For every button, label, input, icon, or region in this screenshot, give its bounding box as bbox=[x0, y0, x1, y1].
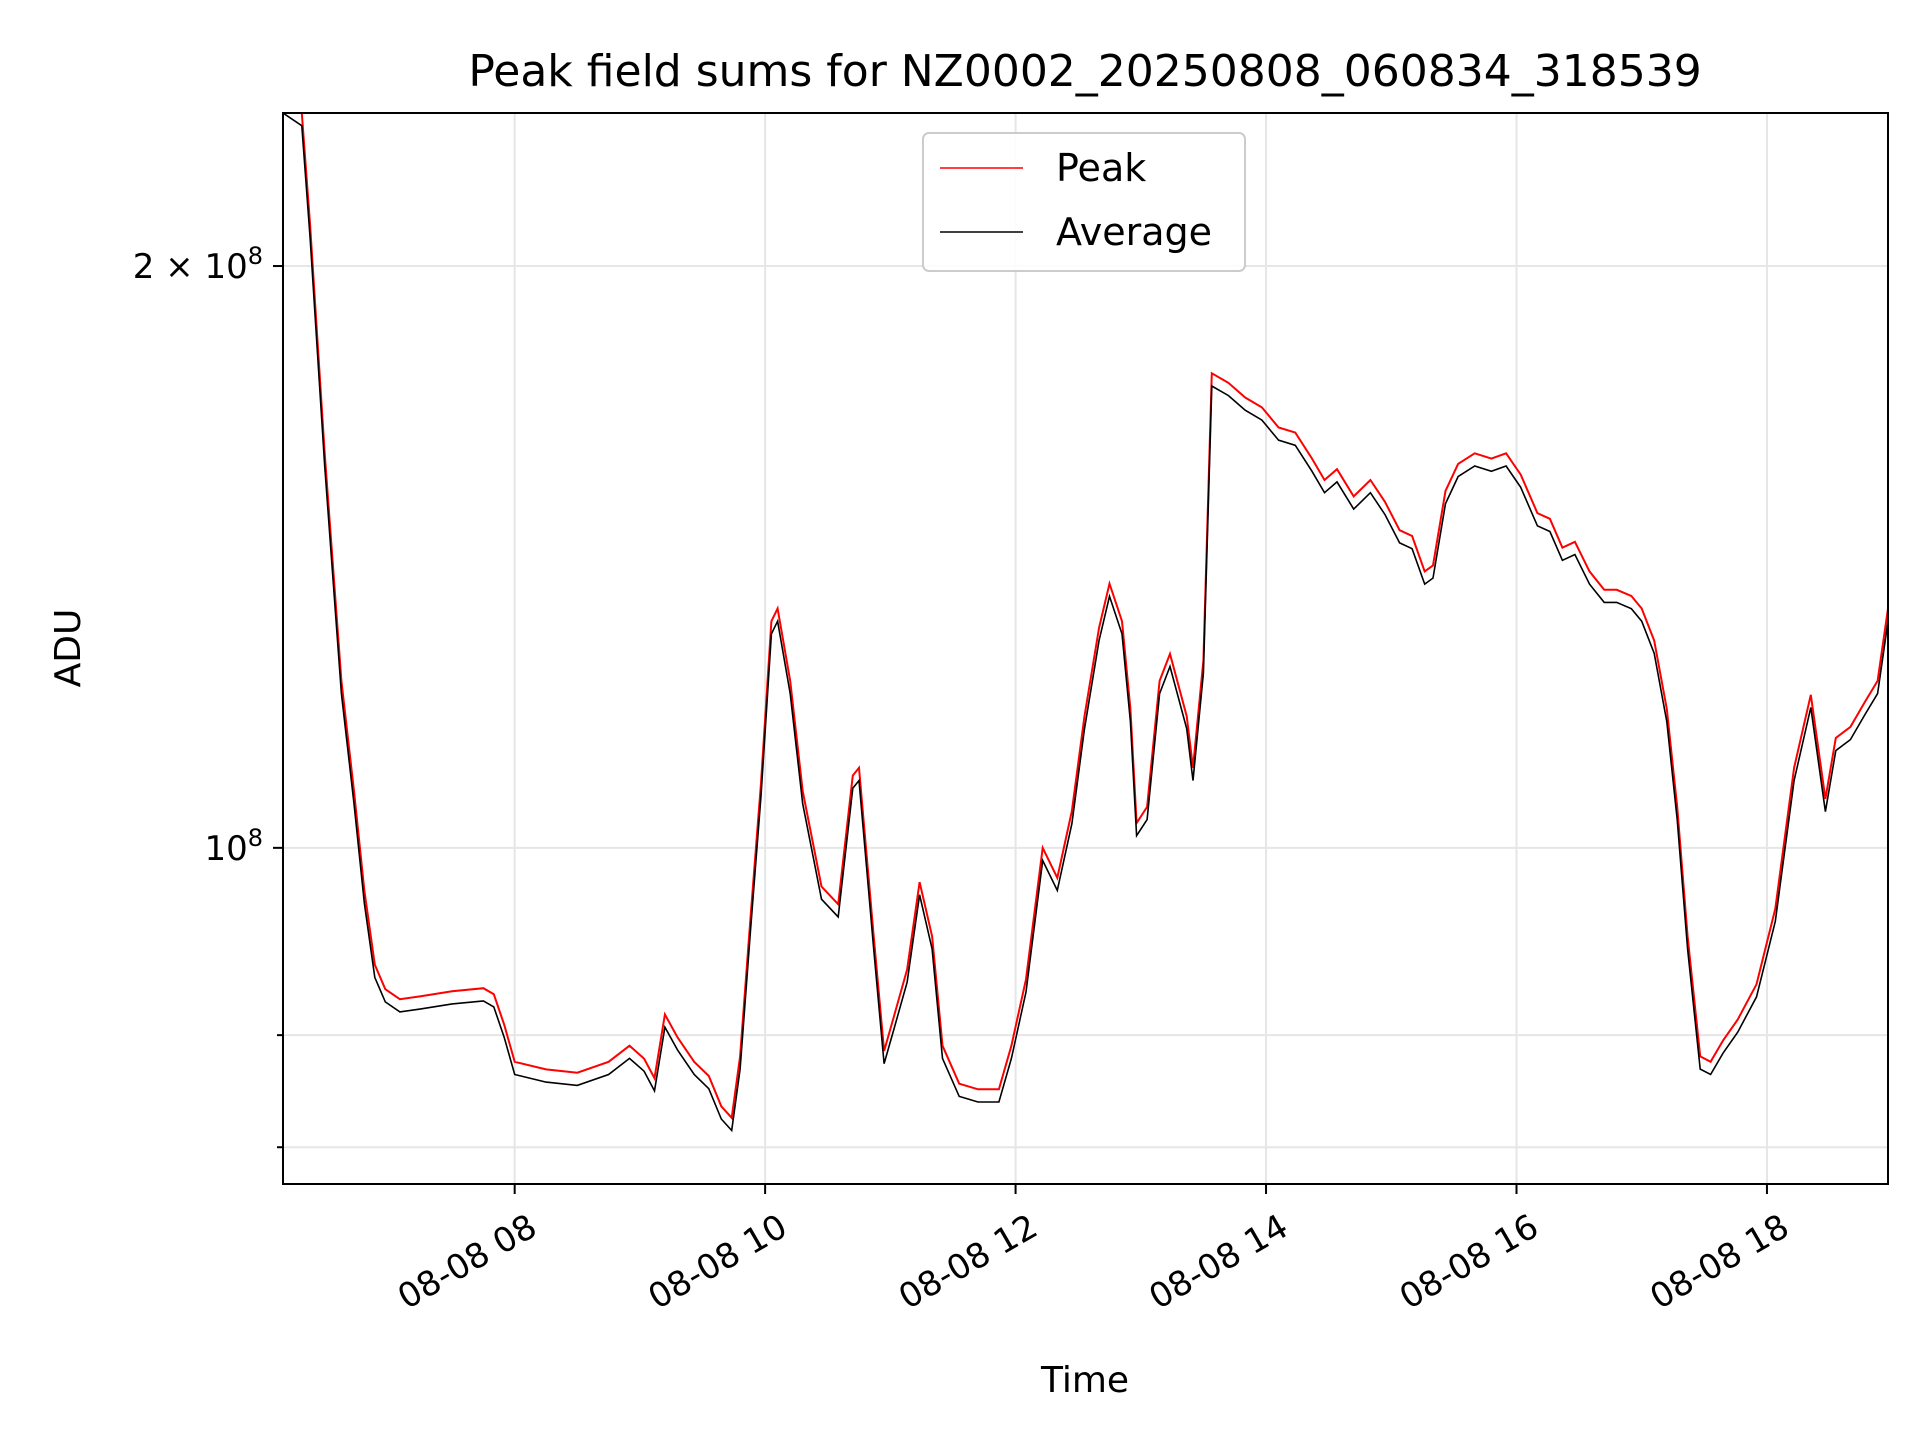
x-tick-label: 08-08 12 bbox=[892, 1207, 1044, 1318]
x-tick-label: 08-08 16 bbox=[1393, 1207, 1545, 1318]
x-tick-label: 08-08 14 bbox=[1143, 1207, 1295, 1318]
chart-title: Peak field sums for NZ0002_20250808_0608… bbox=[468, 46, 1701, 97]
x-axis: 08-08 08 08-08 10 08-08 12 08-08 14 08-08 16… bbox=[391, 1184, 1796, 1318]
series-line-average bbox=[283, 113, 1888, 1133]
x-axis-title: Time bbox=[1040, 1360, 1129, 1401]
y-axis-title: ADU bbox=[48, 609, 89, 688]
series-layer bbox=[283, 113, 1888, 1133]
grid bbox=[283, 113, 1888, 1184]
y-tick-label: 2 × 108 bbox=[133, 242, 263, 287]
series-line-peak bbox=[283, 113, 1888, 1121]
x-tick-label: 08-08 10 bbox=[642, 1207, 794, 1318]
legend-label-average: Average bbox=[1056, 210, 1212, 254]
legend: Peak Average bbox=[922, 132, 1246, 272]
y-axis: 108 2 × 108 bbox=[133, 242, 283, 1149]
plot-frame bbox=[282, 112, 1889, 1185]
y-tick-label: 108 bbox=[204, 824, 263, 869]
x-tick-label: 08-08 18 bbox=[1643, 1207, 1795, 1318]
x-tick-label: 08-08 08 bbox=[391, 1207, 543, 1318]
legend-label-peak: Peak bbox=[1056, 146, 1146, 190]
